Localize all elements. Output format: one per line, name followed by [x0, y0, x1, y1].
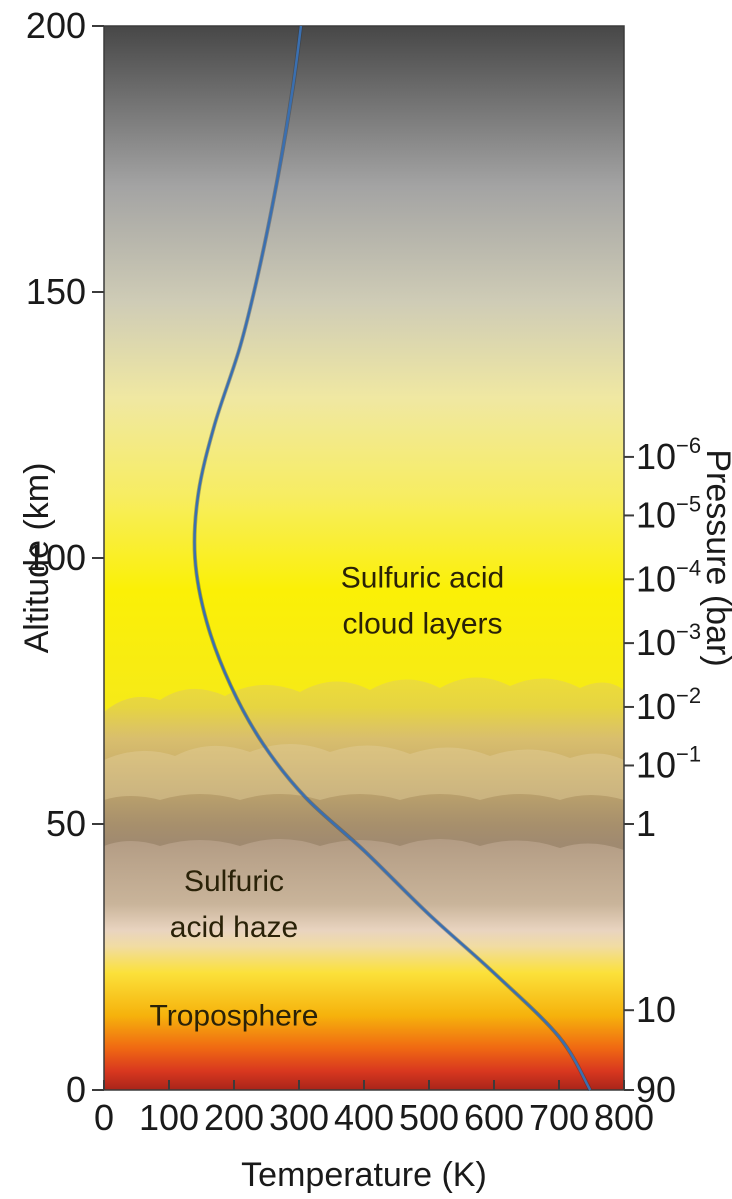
pressure-tick-label: 10−5 — [636, 491, 701, 535]
pressure-tick-label: 1 — [636, 803, 656, 844]
region-label: cloud layers — [342, 608, 502, 641]
region-label: Sulfuric — [184, 865, 284, 898]
pressure-tick-base: 1 — [636, 803, 656, 844]
pressure-axis-title: Pressure (bar) — [699, 449, 732, 666]
pressure-tick-exponent: −6 — [676, 433, 701, 458]
y-tick-label: 0 — [66, 1069, 86, 1110]
pressure-tick-exponent: −4 — [676, 555, 701, 580]
pressure-tick-label: 10−3 — [636, 619, 701, 663]
x-tick-label: 600 — [464, 1097, 524, 1138]
x-axis-title: Temperature (K) — [241, 1156, 487, 1194]
cloud-band — [104, 677, 624, 850]
temperature-profile-line — [193, 25, 592, 1091]
x-tick-label: 700 — [529, 1097, 589, 1138]
pressure-tick-label: 10−2 — [636, 683, 701, 727]
x-tick-label: 100 — [139, 1097, 199, 1138]
x-tick-label: 200 — [204, 1097, 264, 1138]
x-tick-label: 400 — [334, 1097, 394, 1138]
region-label: Sulfuric acid — [341, 562, 504, 595]
pressure-tick-label: 10 — [636, 989, 676, 1030]
x-axis: 0 100 200 300 400 500 600 700 800 — [94, 1080, 654, 1138]
pressure-tick-label: 10−4 — [636, 555, 701, 599]
region-label: Troposphere — [150, 1000, 319, 1033]
x-tick-label: 500 — [399, 1097, 459, 1138]
pressure-tick-label: 10−1 — [636, 741, 701, 785]
y-axis: 0 50 100 150 200 — [26, 5, 104, 1110]
pressure-tick-label: 10−6 — [636, 433, 701, 477]
region-label: acid haze — [170, 911, 298, 944]
x-tick-label: 0 — [94, 1097, 114, 1138]
pressure-tick-base: 10 — [636, 744, 676, 785]
y-tick-label: 100 — [26, 537, 86, 578]
x-tick-label: 300 — [269, 1097, 329, 1138]
pressure-tick-base: 10 — [636, 494, 676, 535]
pressure-tick-exponent: −2 — [676, 683, 701, 708]
pressure-tick-base: 90 — [636, 1069, 676, 1110]
pressure-tick-base: 10 — [636, 558, 676, 599]
pressure-tick-exponent: −5 — [676, 491, 701, 516]
x-tick-label: 800 — [594, 1097, 654, 1138]
annotation-layer: Sulfuric acid cloud layers Sulfuric acid ha… — [150, 562, 505, 1033]
plot-background — [104, 26, 624, 1090]
pressure-tick-exponent: −3 — [676, 619, 701, 644]
y-axis-title: Altitude (km) — [18, 463, 56, 654]
y-tick-label: 150 — [26, 271, 86, 312]
pressure-tick-label: 90 — [636, 1069, 676, 1110]
pressure-tick-base: 10 — [636, 989, 676, 1030]
y-tick-label: 200 — [26, 5, 86, 46]
series-layer — [192, 25, 592, 1092]
pressure-tick-base: 10 — [636, 686, 676, 727]
pressure-tick-base: 10 — [636, 436, 676, 477]
pressure-tick-base: 10 — [636, 622, 676, 663]
y-tick-label: 50 — [46, 803, 86, 844]
pressure-tick-exponent: −1 — [676, 741, 701, 766]
